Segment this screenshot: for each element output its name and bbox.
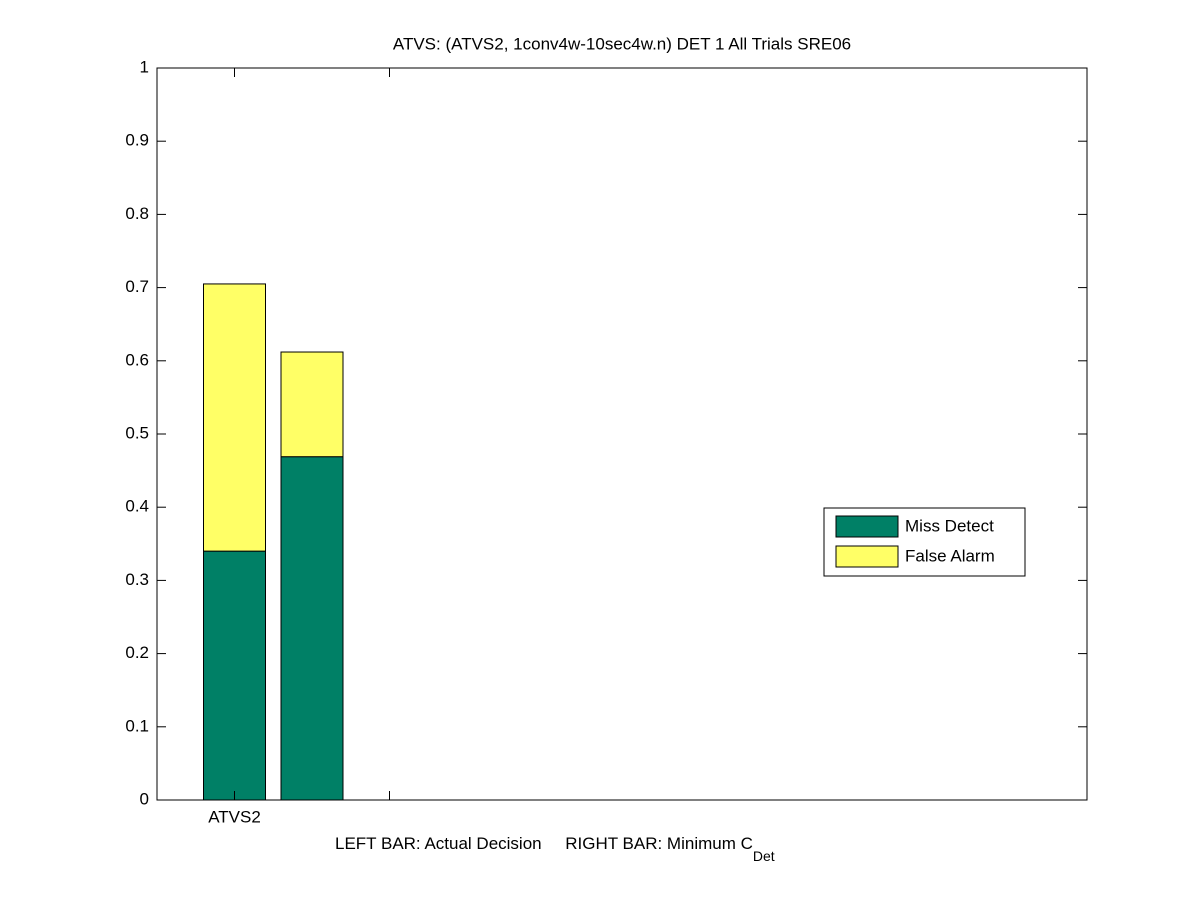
legend-label: Miss Detect xyxy=(905,516,994,535)
chart-title: ATVS: (ATVS2, 1conv4w-10sec4w.n) DET 1 A… xyxy=(393,34,851,53)
y-tick-label: 0.9 xyxy=(125,131,149,150)
y-tick-label: 0.8 xyxy=(125,204,149,223)
bar-segment xyxy=(280,351,344,458)
y-tick-label: 0.3 xyxy=(125,570,149,589)
y-tick-label: 1 xyxy=(140,57,149,76)
bar-segment xyxy=(203,283,266,552)
y-tick-label: 0.6 xyxy=(125,350,149,369)
y-tick-label: 0.2 xyxy=(125,643,149,662)
y-tick-label: 0 xyxy=(140,789,149,808)
legend-swatch xyxy=(835,545,899,568)
bar-segment xyxy=(203,550,266,801)
x-axis-label-subscript: Det xyxy=(753,848,775,864)
x-axis-label: LEFT BAR: Actual Decision RIGHT BAR: Min… xyxy=(335,834,775,863)
legend-swatch xyxy=(835,515,899,538)
y-tick-label: 0.7 xyxy=(125,277,149,296)
x-axis-label-main: LEFT BAR: Actual Decision RIGHT BAR: Min… xyxy=(335,834,753,853)
y-tick-label: 0.5 xyxy=(125,423,149,442)
y-tick-label: 0.1 xyxy=(125,716,149,735)
x-tick-label: ATVS2 xyxy=(208,807,261,826)
legend-label: False Alarm xyxy=(905,546,995,565)
y-tick-label: 0.4 xyxy=(125,497,149,516)
bar-segment xyxy=(280,456,344,801)
